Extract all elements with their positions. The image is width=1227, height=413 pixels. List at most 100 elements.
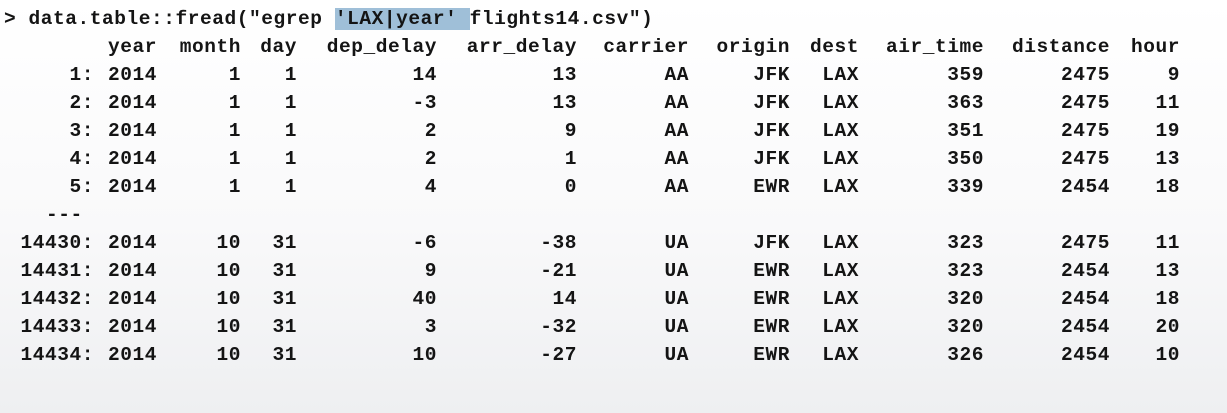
table-cell-year: 2014 <box>107 148 157 170</box>
table-cell-carrier: UA <box>664 288 689 310</box>
table-cell-distance: 2475 <box>1060 148 1110 170</box>
column-header-dest: dest <box>809 36 859 58</box>
table-cell-day: 1 <box>284 92 297 114</box>
table-cell-arr-delay: 13 <box>552 92 577 114</box>
table-cell-distance: 2454 <box>1060 260 1110 282</box>
table-cell-hour: 10 <box>1155 344 1180 366</box>
column-header-month: month <box>179 36 241 58</box>
table-cell-origin: EWR <box>753 344 790 366</box>
table-cell-origin: JFK <box>753 64 790 86</box>
row-index: 14430: <box>20 232 94 254</box>
table-cell-arr-delay: 1 <box>564 148 577 170</box>
table-cell-year: 2014 <box>107 176 157 198</box>
table-cell-year: 2014 <box>107 260 157 282</box>
table-cell-month: 1 <box>228 120 241 142</box>
table-cell-arr-delay: 0 <box>564 176 577 198</box>
table-cell-year: 2014 <box>107 344 157 366</box>
table-cell-year: 2014 <box>107 232 157 254</box>
table-cell-distance: 2475 <box>1060 64 1110 86</box>
command-text: data.table::fread("egrep <box>16 8 335 30</box>
table-cell-carrier: UA <box>664 316 689 338</box>
row-index: 1: <box>69 64 94 86</box>
row-index: 14431: <box>20 260 94 282</box>
table-cell-carrier: UA <box>664 260 689 282</box>
table-cell-carrier: AA <box>664 148 689 170</box>
table-cell-carrier: UA <box>664 344 689 366</box>
table-cell-distance: 2475 <box>1060 120 1110 142</box>
table-cell-distance: 2454 <box>1060 176 1110 198</box>
table-cell-year: 2014 <box>107 64 157 86</box>
table-cell-origin: JFK <box>753 232 790 254</box>
table-cell-month: 10 <box>216 260 241 282</box>
table-cell-day: 31 <box>272 316 297 338</box>
table-cell-month: 1 <box>228 64 241 86</box>
row-index: 4: <box>69 148 94 170</box>
table-cell-air-time: 351 <box>947 120 984 142</box>
rows-ellipsis: --- <box>46 204 83 226</box>
table-cell-carrier: UA <box>664 232 689 254</box>
table-cell-distance: 2454 <box>1060 316 1110 338</box>
table-cell-dep-delay: 2 <box>424 148 437 170</box>
table-cell-dep-delay: -3 <box>412 92 437 114</box>
table-cell-air-time: 323 <box>947 260 984 282</box>
table-cell-origin: JFK <box>753 120 790 142</box>
table-cell-hour: 18 <box>1155 176 1180 198</box>
table-cell-year: 2014 <box>107 316 157 338</box>
table-cell-air-time: 326 <box>947 344 984 366</box>
table-cell-distance: 2475 <box>1060 92 1110 114</box>
command-line[interactable]: > data.table::fread("egrep 'LAX|year' fl… <box>4 5 653 33</box>
table-cell-month: 10 <box>216 288 241 310</box>
table-cell-carrier: AA <box>664 176 689 198</box>
table-cell-hour: 18 <box>1155 288 1180 310</box>
table-cell-dest: LAX <box>822 176 859 198</box>
table-cell-arr-delay: 9 <box>564 120 577 142</box>
table-cell-dep-delay: 10 <box>412 344 437 366</box>
table-cell-dest: LAX <box>822 64 859 86</box>
row-index: 5: <box>69 176 94 198</box>
row-index: 14434: <box>20 344 94 366</box>
table-cell-hour: 11 <box>1155 92 1180 114</box>
table-cell-hour: 13 <box>1155 260 1180 282</box>
table-cell-hour: 11 <box>1155 232 1180 254</box>
table-cell-carrier: AA <box>664 120 689 142</box>
table-cell-day: 31 <box>272 344 297 366</box>
row-index: 14433: <box>20 316 94 338</box>
table-cell-dest: LAX <box>822 120 859 142</box>
table-cell-month: 1 <box>228 148 241 170</box>
table-cell-dest: LAX <box>822 232 859 254</box>
table-cell-air-time: 350 <box>947 148 984 170</box>
row-index: 3: <box>69 120 94 142</box>
table-cell-dest: LAX <box>822 288 859 310</box>
table-cell-distance: 2475 <box>1060 232 1110 254</box>
table-cell-month: 10 <box>216 232 241 254</box>
table-cell-year: 2014 <box>107 120 157 142</box>
column-header-carrier: carrier <box>603 36 689 58</box>
table-cell-arr-delay: -21 <box>540 260 577 282</box>
column-header-distance: distance <box>1011 36 1110 58</box>
table-cell-year: 2014 <box>107 288 157 310</box>
table-cell-dest: LAX <box>822 148 859 170</box>
table-cell-dep-delay: 4 <box>424 176 437 198</box>
table-cell-origin: JFK <box>753 148 790 170</box>
table-cell-hour: 9 <box>1167 64 1180 86</box>
table-cell-day: 31 <box>272 288 297 310</box>
table-cell-dep-delay: 14 <box>412 64 437 86</box>
column-header-day: day <box>260 36 297 58</box>
row-index: 2: <box>69 92 94 114</box>
table-cell-arr-delay: 14 <box>552 288 577 310</box>
table-cell-day: 1 <box>284 64 297 86</box>
column-header-air-time: air_time <box>885 36 984 58</box>
table-cell-dep-delay: 3 <box>424 316 437 338</box>
table-cell-day: 31 <box>272 232 297 254</box>
table-cell-day: 31 <box>272 260 297 282</box>
table-cell-month: 10 <box>216 344 241 366</box>
selected-text-highlight[interactable]: 'LAX|year' <box>334 8 470 30</box>
command-text-tail: flights14.csv") <box>469 8 654 30</box>
table-cell-day: 1 <box>284 176 297 198</box>
table-cell-carrier: AA <box>664 64 689 86</box>
table-cell-air-time: 320 <box>947 316 984 338</box>
column-header-dep-delay: dep_delay <box>326 36 437 58</box>
table-cell-arr-delay: -32 <box>540 316 577 338</box>
table-cell-day: 1 <box>284 120 297 142</box>
